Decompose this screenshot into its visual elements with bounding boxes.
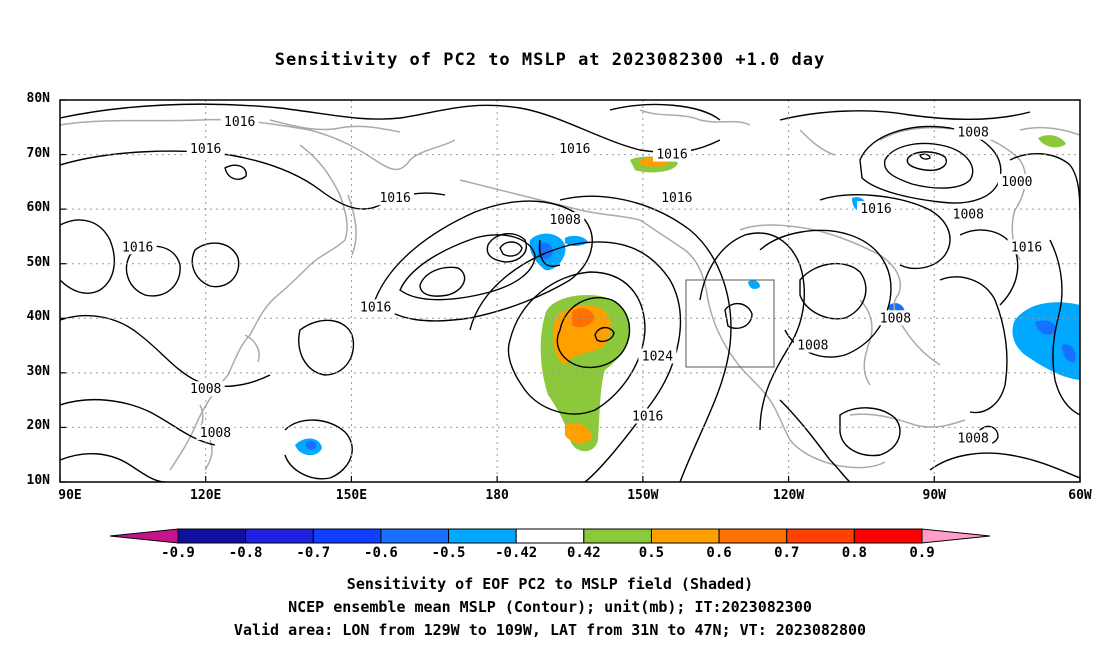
contour-label-bg [1007,239,1046,255]
contour-label: 1008 [190,382,221,397]
colorbar-label: -0.9 [161,545,195,561]
colorbar-box [786,528,855,544]
contour-label: 1008 [953,208,984,223]
contour-label-bg [653,146,691,162]
lon-tick-label: 90E [58,488,82,503]
colorbar-box [312,528,382,544]
contour-label-bg [954,124,993,140]
map-frame [59,99,1081,483]
footer-line-2: NCEP ensemble mean MSLP (Contour); unit(… [288,598,812,616]
contour-label: 1016 [190,142,221,157]
colorbar-box [853,528,923,544]
contour-label: 1016 [122,240,153,255]
contour-label-bg [628,408,667,424]
colorbar-box [650,528,720,544]
lat-tick-label: 80N [26,91,50,106]
lat-tick-label: 30N [26,363,50,379]
contour-label-bg [555,141,594,157]
contour-label: 1016 [1011,240,1042,255]
lat-tick-label: 60N [26,200,50,216]
contour-label-bg [876,310,915,326]
contour-label: 1016 [661,191,692,206]
colorbar-box [583,528,652,544]
contour-label-bg [220,113,259,129]
contour-label: 1016 [632,410,663,425]
lat-tick-label: 10N [26,473,50,488]
colorbar-box [177,528,247,544]
contour-label: 1008 [200,426,231,441]
colorbar-over-triangle [921,528,991,544]
footer-line-1: Sensitivity of EOF PC2 to MSLP field (Sh… [346,575,754,593]
contour-label-bg [638,348,677,364]
colorbar-label: 0.6 [706,545,732,561]
contour-label-bg [356,299,395,315]
sensitivity-shading [295,124,1080,456]
contour-label-bg [546,212,585,228]
contour-label-bg [949,206,988,222]
contour-label: 1008 [957,126,988,141]
contour-label: 1016 [360,300,391,315]
valid-area-box [685,279,775,368]
colorbar-box [245,528,314,544]
lon-tick-label: 180 [485,488,509,503]
axis-ticks [59,99,1081,483]
colorbar-label: 0.42 [566,545,601,561]
footer-line-3: Valid area: LON from 129W to 109W, LAT f… [233,621,867,639]
colorbar-label: -0.7 [296,545,331,561]
lon-tick-label: 120E [190,488,222,503]
lon-tick-label: 60W [1068,488,1092,503]
contour-label-bg [954,430,993,446]
contour-label: 1016 [379,191,410,206]
contour-label-bg [997,173,1036,189]
colorbar-box [515,528,585,544]
colorbar-box [448,528,517,544]
colorbar-under-triangle [109,528,179,544]
contour-label-bg [186,141,225,157]
lon-tick-label: 90W [922,488,947,503]
colorbar-label: -0.6 [364,545,398,561]
contour-label: 1016 [656,148,687,163]
lon-tick-label: 120W [772,488,805,503]
colorbar [109,528,991,544]
colorbar-label: 0.9 [909,545,935,561]
lat-tick-label: 20N [26,418,50,434]
colorbar-box [380,528,450,544]
contour-label-bg [186,381,225,397]
lon-tick-label: 150W [627,488,659,503]
contour-label: 1024 [642,349,673,364]
contour-label: 1016 [860,202,891,217]
contour-label-bg [657,190,696,206]
contour-label: 1008 [549,213,580,228]
contour-label: 1008 [797,339,828,354]
contour-label-bg [376,190,415,206]
colorbar-box [718,528,788,544]
colorbar-label: -0.8 [228,545,263,561]
contour-label-bg [793,337,832,353]
colorbar-label: 0.5 [638,545,665,561]
contour-label-bg [196,424,235,440]
contour-label: 1008 [880,311,911,326]
lat-tick-label: 40N [26,309,50,325]
colorbar-label: 0.8 [841,545,867,561]
contour-label: 1008 [957,431,988,446]
lat-tick-label: 50N [26,254,50,270]
colorbar-label: -0.42 [495,545,538,561]
contour-label-bg [857,201,895,217]
map-title: Sensitivity of PC2 to MSLP at 2023082300… [274,50,826,70]
contour-label: 1000 [1001,175,1032,190]
lon-tick-label: 150E [335,488,368,503]
colorbar-label: -0.5 [431,545,466,561]
contour-label: 1016 [224,115,255,130]
contour-label-bg [118,239,157,255]
lat-tick-label: 70N [26,145,50,161]
contour-label: 1016 [559,142,590,157]
colorbar-label: 0.7 [774,545,800,561]
